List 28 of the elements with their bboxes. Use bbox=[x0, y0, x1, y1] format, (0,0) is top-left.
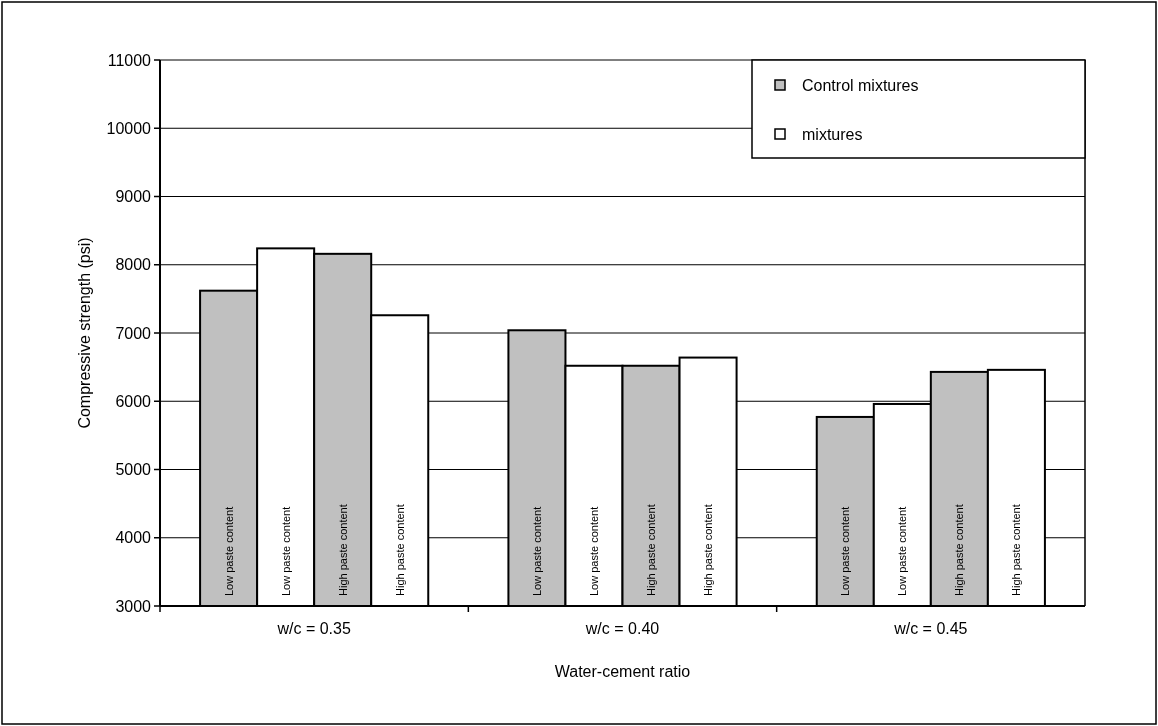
x-axis-title: Water-cement ratio bbox=[554, 663, 691, 680]
y-tick-label: 11000 bbox=[107, 51, 152, 69]
data-label: High paste content bbox=[702, 504, 715, 596]
y-tick-label: 5000 bbox=[115, 461, 152, 479]
y-tick-label: 8000 bbox=[115, 256, 152, 274]
data-label: High paste content bbox=[1010, 504, 1023, 596]
data-label: Low paste content bbox=[222, 506, 235, 596]
data-label: Low paste content bbox=[587, 506, 600, 596]
x-tick-label: w/c = 0.45 bbox=[893, 620, 968, 637]
y-axis-title: Compressive strength (psi) bbox=[76, 237, 93, 429]
y-tick-label: 3000 bbox=[115, 597, 152, 615]
data-label: High paste content bbox=[645, 504, 658, 596]
y-tick-label: 9000 bbox=[115, 188, 152, 206]
data-label: Low paste content bbox=[896, 506, 909, 596]
y-tick-label: 10000 bbox=[106, 119, 152, 137]
y-tick-label: 4000 bbox=[115, 529, 152, 547]
data-label: High paste content bbox=[336, 504, 349, 596]
x-tick-label: w/c = 0.40 bbox=[584, 620, 660, 637]
data-label: Low paste content bbox=[530, 506, 543, 596]
data-label: High paste content bbox=[953, 504, 966, 596]
data-label: Low paste content bbox=[279, 506, 292, 596]
legend-label: mixtures bbox=[802, 125, 863, 143]
x-tick-label: w/c = 0.35 bbox=[276, 620, 351, 637]
data-label: High paste content bbox=[393, 504, 406, 596]
data-label: Low paste content bbox=[839, 506, 852, 596]
legend-label: Control mixtures bbox=[802, 76, 919, 94]
y-tick-label: 6000 bbox=[115, 392, 152, 410]
y-tick-label: 7000 bbox=[115, 324, 152, 342]
